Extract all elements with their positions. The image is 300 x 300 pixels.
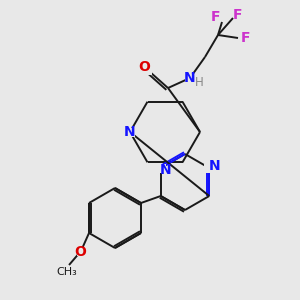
Bar bbox=[185, 74, 195, 82]
Bar bbox=[125, 128, 135, 136]
Text: F: F bbox=[233, 8, 243, 22]
Bar bbox=[142, 65, 152, 74]
Text: N: N bbox=[160, 163, 172, 177]
Text: H: H bbox=[195, 76, 203, 89]
Bar bbox=[76, 247, 85, 256]
Text: CH₃: CH₃ bbox=[57, 267, 77, 277]
Text: O: O bbox=[138, 60, 150, 74]
Text: F: F bbox=[211, 10, 221, 24]
Text: N: N bbox=[208, 159, 220, 173]
Text: F: F bbox=[240, 31, 250, 45]
Bar bbox=[156, 164, 166, 172]
Bar bbox=[204, 164, 214, 172]
Text: O: O bbox=[74, 245, 86, 259]
Text: N: N bbox=[124, 125, 136, 139]
Text: N: N bbox=[184, 71, 196, 85]
